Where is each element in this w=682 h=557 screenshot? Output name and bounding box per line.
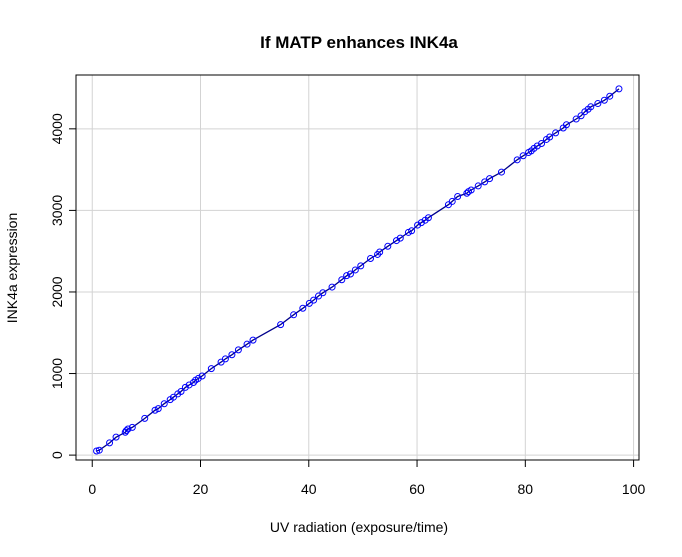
y-tick-label: 2000 xyxy=(49,276,65,307)
data-point xyxy=(106,439,114,447)
data-point xyxy=(486,175,494,183)
data-point xyxy=(198,372,206,380)
data-point xyxy=(319,289,327,297)
series-line xyxy=(96,88,620,452)
data-point xyxy=(546,133,554,141)
data-point xyxy=(290,311,298,319)
data-point xyxy=(124,425,132,433)
y-axis-label: INK4a expression xyxy=(4,213,20,324)
data-point xyxy=(552,129,560,137)
data-point xyxy=(424,214,432,222)
chart-title: If MATP enhances INK4a xyxy=(260,33,458,52)
data-point xyxy=(122,427,130,435)
data-point xyxy=(338,276,346,284)
data-point xyxy=(376,248,384,256)
y-tick-label: 4000 xyxy=(49,113,65,144)
data-point xyxy=(234,346,242,354)
y-axis: 0 1000 2000 3000 4000 xyxy=(49,113,77,459)
data-point xyxy=(328,283,336,291)
data-point xyxy=(177,387,185,395)
data-point xyxy=(384,242,392,250)
data-point xyxy=(299,304,307,312)
data-point xyxy=(169,393,177,401)
y-tick-label: 0 xyxy=(49,451,65,459)
data-point xyxy=(315,292,323,300)
y-tick-label: 3000 xyxy=(49,195,65,226)
data-point xyxy=(519,152,527,160)
data-point xyxy=(366,255,374,263)
data-point xyxy=(467,186,475,194)
data-point xyxy=(249,336,257,344)
data-point xyxy=(615,85,623,93)
data-point xyxy=(357,262,365,270)
grid xyxy=(76,75,639,460)
data-point xyxy=(160,400,168,408)
data-point xyxy=(305,299,313,307)
x-tick-label: 60 xyxy=(409,481,425,497)
x-tick-label: 100 xyxy=(622,481,646,497)
data-point xyxy=(408,227,416,235)
data-point xyxy=(141,414,149,422)
x-tick-label: 20 xyxy=(193,481,209,497)
x-tick-label: 0 xyxy=(88,481,96,497)
data-point xyxy=(474,182,482,190)
data-point xyxy=(448,197,456,205)
data-point xyxy=(594,100,602,108)
data-point xyxy=(343,272,351,280)
data-point xyxy=(538,140,546,148)
data-point xyxy=(310,296,318,304)
data-point xyxy=(277,321,285,329)
x-axis: 0 20 40 60 80 100 xyxy=(88,459,646,497)
data-point xyxy=(587,103,595,111)
data-point xyxy=(513,156,521,164)
data-point xyxy=(228,351,236,359)
data-point xyxy=(243,340,251,348)
data-point xyxy=(572,115,580,123)
data-point xyxy=(154,405,162,413)
data-point xyxy=(112,433,120,441)
y-tick-label: 1000 xyxy=(49,358,65,389)
x-axis-label: UV radiation (exposure/time) xyxy=(270,519,448,535)
data-point xyxy=(600,96,608,104)
data-point xyxy=(396,234,404,242)
data-point xyxy=(346,270,354,278)
data-point xyxy=(207,365,215,373)
data-point xyxy=(497,168,505,176)
data-point xyxy=(128,423,136,431)
data-point xyxy=(351,266,359,274)
data-point xyxy=(221,355,229,363)
x-tick-label: 80 xyxy=(518,481,534,497)
data-point xyxy=(95,446,103,454)
data-point xyxy=(606,92,614,100)
data-point xyxy=(463,189,471,197)
data-point xyxy=(151,406,159,414)
data-point xyxy=(217,358,225,366)
data-point xyxy=(562,121,570,129)
data-point xyxy=(481,178,489,186)
series-line-layer xyxy=(96,88,620,452)
data-point xyxy=(404,228,412,236)
data-points xyxy=(93,85,623,455)
data-point xyxy=(577,112,585,120)
data-point xyxy=(454,193,462,201)
x-tick-label: 40 xyxy=(301,481,317,497)
